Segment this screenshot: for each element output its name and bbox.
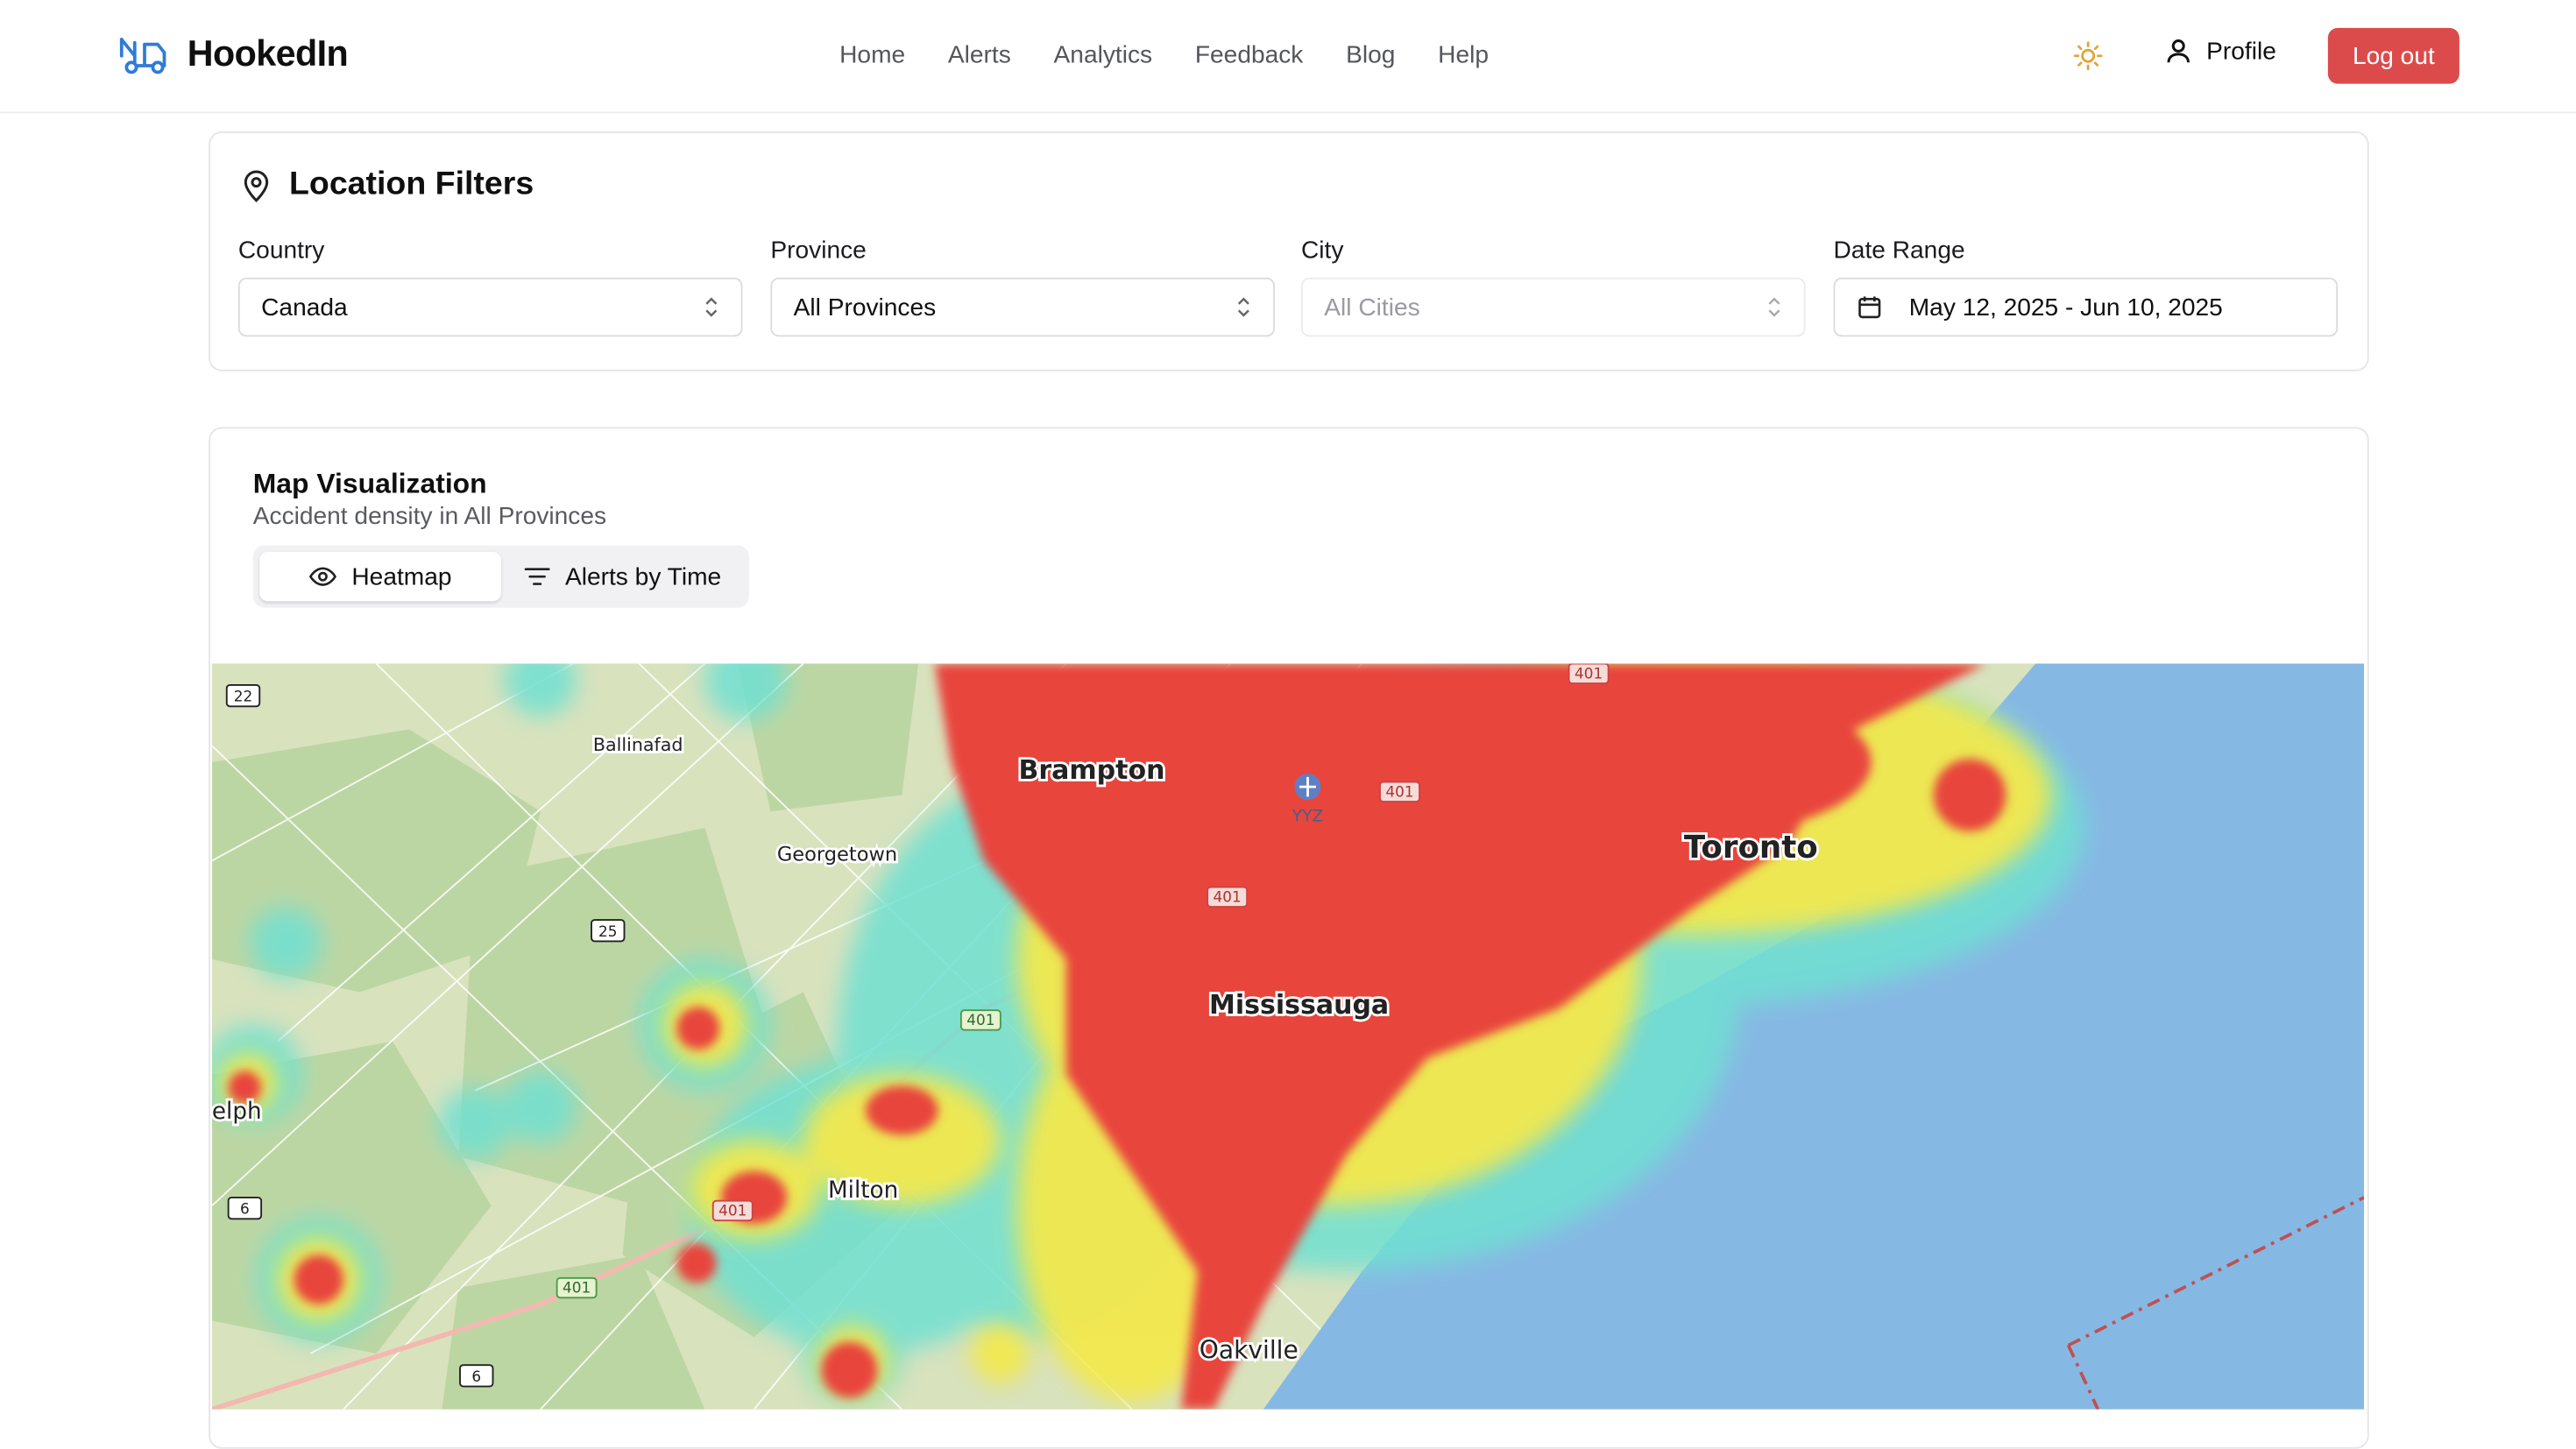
map-subtitle: Accident density in All Provinces [252, 502, 607, 531]
shield-6b: 6 [459, 1364, 494, 1388]
airport-marker[interactable]: YYZ [1292, 774, 1324, 826]
province-value: All Provinces [793, 293, 937, 322]
location-filters-card: Location Filters Country Canada Province… [209, 131, 2369, 371]
province-select[interactable]: All Provinces [770, 277, 1275, 337]
shield-401-c: 401 [1207, 886, 1249, 908]
svg-text:22: 22 [234, 688, 252, 705]
view-tabs: Heatmap Alerts by Time [252, 545, 749, 608]
svg-text:25: 25 [598, 922, 617, 940]
brand[interactable]: HookedIn [118, 32, 349, 76]
province-label: Province [770, 237, 867, 265]
calendar-icon [1858, 296, 1881, 319]
nav-blog[interactable]: Blog [1346, 40, 1396, 69]
label-oakville: Oakville [1200, 1336, 1299, 1365]
city-label: City [1301, 237, 1344, 265]
nav-help[interactable]: Help [1438, 40, 1490, 69]
city-placeholder: All Cities [1324, 293, 1420, 322]
shield-401-b: 401 [1379, 781, 1420, 802]
date-range-value: May 12, 2025 - Jun 10, 2025 [1908, 293, 2223, 322]
chevron-up-down-icon [705, 297, 718, 317]
shield-6: 6 [227, 1196, 263, 1220]
country-field: Country Canada [237, 235, 743, 337]
location-filters-heading: Location Filters [240, 166, 534, 203]
nav-analytics[interactable]: Analytics [1053, 40, 1153, 69]
shield-401-e: 401 [711, 1199, 754, 1222]
profile-link[interactable]: Profile [2163, 36, 2276, 66]
heatmap-map[interactable]: Brampton Toronto Mississauga Milton Oakv… [211, 663, 2365, 1410]
svg-text:401: 401 [1385, 782, 1413, 800]
label-georgetown: Georgetown [777, 843, 897, 866]
nav-home[interactable]: Home [839, 40, 906, 69]
date-range-picker[interactable]: May 12, 2025 - Jun 10, 2025 [1833, 277, 2339, 337]
province-field: Province All Provinces [770, 235, 1275, 337]
shield-22: 22 [225, 683, 261, 708]
city-select[interactable]: All Cities [1301, 277, 1806, 337]
label-brampton: Brampton [1019, 755, 1165, 786]
label-yyz: YYZ [1292, 808, 1324, 826]
nav-feedback[interactable]: Feedback [1194, 40, 1304, 69]
map-pin-icon [244, 169, 269, 201]
svg-text:401: 401 [1575, 664, 1603, 682]
country-label: Country [237, 237, 325, 265]
label-mississauga: Mississauga [1209, 990, 1389, 1021]
svg-text:401: 401 [563, 1279, 591, 1297]
label-toronto: Toronto [1684, 830, 1818, 866]
shield-25: 25 [591, 919, 626, 943]
chevron-up-down-icon [1768, 297, 1780, 317]
country-value: Canada [261, 293, 348, 322]
svg-text:6: 6 [471, 1368, 481, 1385]
sun-icon[interactable] [2071, 39, 2105, 73]
svg-text:401: 401 [966, 1011, 994, 1028]
logout-button[interactable]: Log out [2327, 27, 2459, 84]
brand-name: HookedIn [187, 32, 349, 74]
tab-heatmap-label: Heatmap [351, 562, 452, 591]
tab-alerts-by-time-label: Alerts by Time [564, 562, 722, 591]
nav-alerts[interactable]: Alerts [947, 40, 1011, 69]
svg-text:401: 401 [718, 1202, 747, 1219]
country-select[interactable]: Canada [237, 277, 743, 337]
us-border [2066, 1196, 2365, 1410]
tow-truck-icon [119, 38, 166, 74]
eye-icon [308, 567, 337, 586]
main-nav: Home Alerts Analytics Feedback Blog Help [839, 39, 1489, 73]
shield-401-f: 401 [556, 1276, 598, 1299]
map-title: Map Visualization [252, 468, 487, 499]
date-range-label: Date Range [1833, 237, 1965, 265]
place-labels: Brampton Toronto Mississauga Milton Oakv… [212, 732, 1821, 1367]
top-navbar: HookedIn Home Alerts Analytics Feedback … [0, 0, 2576, 114]
tab-heatmap[interactable]: Heatmap [259, 552, 501, 602]
heat-high-layer [228, 663, 2006, 1410]
date-range-field: Date Range May 12, 2025 - Jun 10, 2025 [1833, 235, 2339, 337]
user-icon [2167, 39, 2190, 63]
filter-icon [524, 568, 550, 585]
svg-text:6: 6 [240, 1200, 250, 1218]
svg-text:401: 401 [1214, 887, 1242, 905]
shield-401-d: 401 [959, 1009, 1001, 1031]
chevron-up-down-icon [1237, 297, 1249, 317]
location-filters-title: Location Filters [289, 166, 534, 202]
airplane-icon [1299, 776, 1316, 797]
city-field: City All Cities [1301, 235, 1806, 337]
label-ballinafad: Ballinafad [593, 734, 683, 755]
tab-alerts-by-time[interactable]: Alerts by Time [501, 552, 745, 601]
label-milton: Milton [828, 1177, 898, 1204]
profile-label: Profile [2206, 37, 2276, 66]
label-guelph: elph [212, 1099, 262, 1125]
shield-401-a: 401 [1568, 663, 1610, 684]
map-canvas[interactable]: Brampton Toronto Mississauga Milton Oakv… [211, 663, 2365, 1410]
highway-shields: 22 25 6 6 401 401 401 401 401 401 [225, 663, 1610, 1388]
